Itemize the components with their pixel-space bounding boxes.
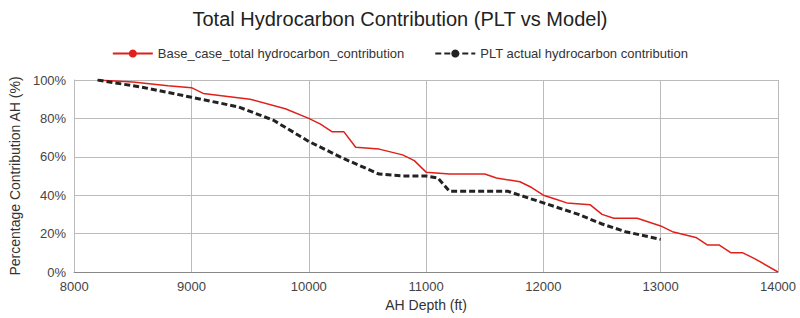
svg-text:PLT actual hydrocarbon contrib: PLT actual hydrocarbon contribution: [480, 46, 688, 61]
svg-text:12000: 12000: [525, 279, 561, 294]
svg-text:AH Depth (ft): AH Depth (ft): [385, 297, 467, 313]
svg-text:13000: 13000: [643, 279, 679, 294]
svg-text:0%: 0%: [47, 265, 66, 280]
svg-text:Total Hydrocarbon Contribution: Total Hydrocarbon Contribution (PLT vs M…: [193, 8, 608, 30]
svg-text:10000: 10000: [291, 279, 327, 294]
svg-text:Percentage Contribution AH (%): Percentage Contribution AH (%): [7, 76, 23, 275]
svg-text:Base_case_total hydrocarbon_co: Base_case_total hydrocarbon_contribution: [158, 46, 404, 61]
svg-text:14000: 14000: [760, 279, 796, 294]
svg-text:60%: 60%: [40, 149, 66, 164]
svg-text:11000: 11000: [408, 279, 443, 294]
svg-text:80%: 80%: [40, 111, 66, 126]
svg-text:9000: 9000: [177, 279, 206, 294]
svg-text:100%: 100%: [33, 73, 67, 88]
svg-text:20%: 20%: [40, 226, 66, 241]
svg-text:40%: 40%: [40, 188, 66, 203]
svg-text:8000: 8000: [60, 279, 89, 294]
